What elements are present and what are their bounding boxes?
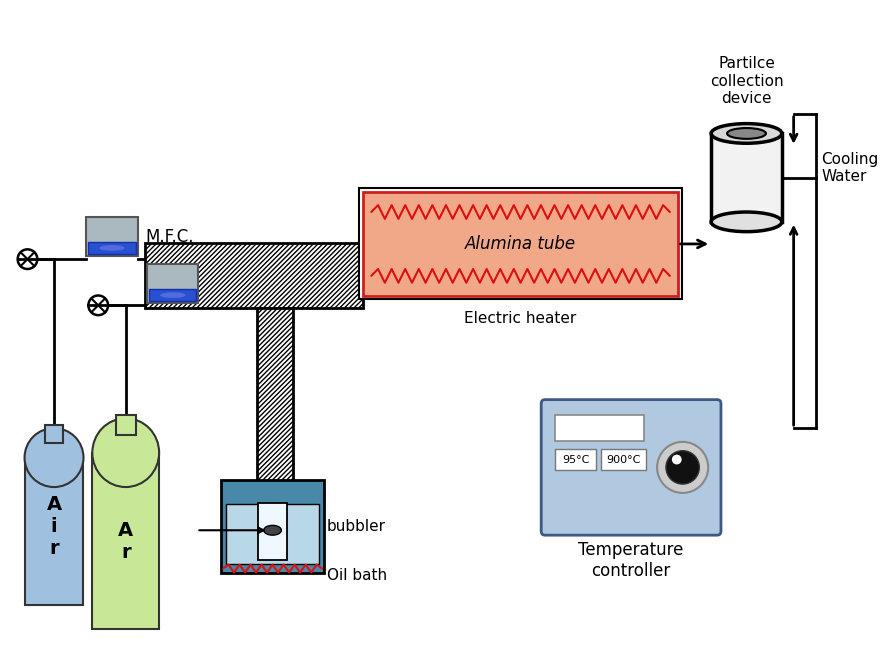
Text: Oil bath: Oil bath (327, 568, 387, 583)
Ellipse shape (25, 428, 83, 487)
Bar (145, 243, 363, 308)
Bar (359, 188, 681, 300)
Bar (147, 264, 198, 303)
Text: 900°C: 900°C (606, 455, 640, 465)
Text: bubbler: bubbler (327, 519, 385, 534)
Bar (555, 415, 643, 441)
Bar (711, 133, 781, 222)
Bar (221, 480, 323, 573)
Bar (258, 503, 287, 560)
Text: M.F.C.: M.F.C. (145, 228, 194, 246)
Bar (226, 503, 319, 564)
Circle shape (657, 442, 707, 493)
Polygon shape (25, 457, 83, 605)
Bar (601, 449, 645, 470)
Ellipse shape (159, 292, 185, 298)
Polygon shape (115, 415, 136, 435)
Bar (86, 217, 137, 256)
Text: Electric heater: Electric heater (464, 311, 576, 326)
Polygon shape (45, 425, 63, 443)
Circle shape (671, 455, 681, 465)
Text: Partilce
collection
device: Partilce collection device (709, 56, 782, 106)
Ellipse shape (99, 245, 125, 251)
Text: Cooling
Water: Cooling Water (820, 151, 877, 184)
Bar (149, 289, 196, 302)
Bar (89, 242, 136, 254)
Ellipse shape (711, 124, 781, 143)
Text: Alumina tube: Alumina tube (464, 235, 576, 253)
Ellipse shape (727, 128, 766, 139)
FancyBboxPatch shape (540, 400, 720, 535)
Circle shape (665, 451, 698, 484)
Ellipse shape (711, 212, 781, 232)
Ellipse shape (92, 418, 159, 487)
Text: Temperature
controller: Temperature controller (578, 541, 683, 580)
Text: A
r: A r (118, 521, 133, 562)
Polygon shape (92, 453, 159, 630)
Text: 95°C: 95°C (561, 455, 588, 465)
Text: A
i
r: A i r (46, 495, 61, 558)
Bar (257, 308, 292, 487)
Ellipse shape (263, 525, 281, 535)
Bar (363, 192, 677, 296)
Bar (555, 449, 595, 470)
